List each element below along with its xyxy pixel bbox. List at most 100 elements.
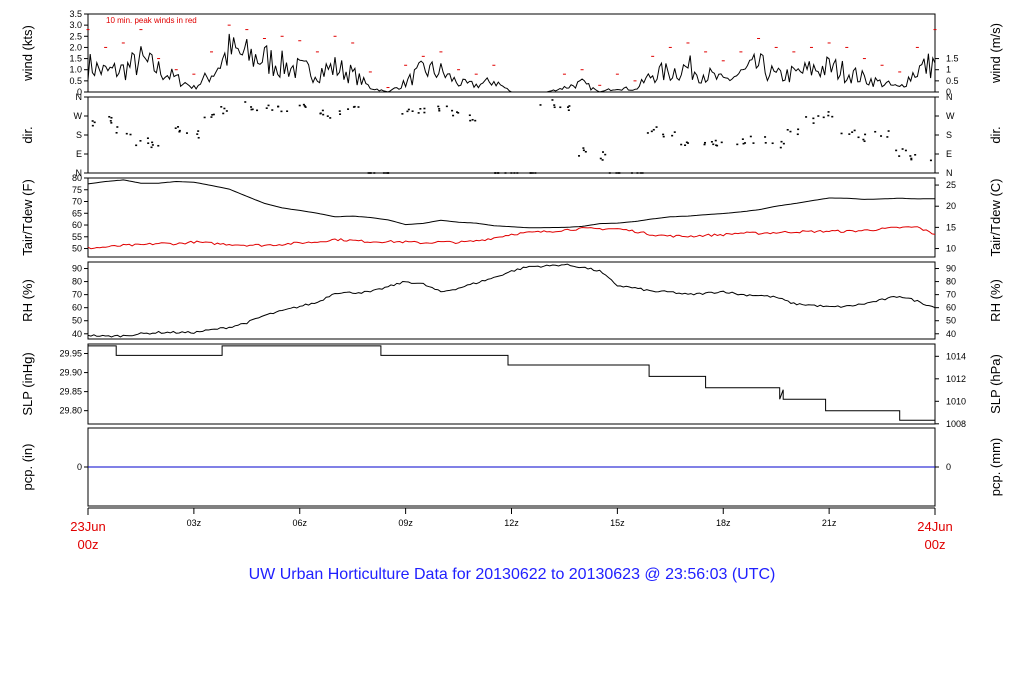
dir-point [211,114,214,116]
right-tick-label-slp: 1008 [946,419,966,429]
dir-point [736,143,739,146]
dir-point [304,106,307,108]
dir-point [251,108,254,111]
dir-point [805,116,808,118]
dir-point [185,132,188,134]
right-tick-label-rh: 80 [946,277,956,287]
dir-point [782,142,785,145]
dir-point [210,116,213,118]
ylabel-right-slp: SLP (hPa) [988,354,1003,414]
dir-point [256,109,259,112]
dir-point [115,131,118,134]
dir-point [650,130,653,133]
dir-point [280,110,283,113]
left-tick-label-wind: 1.5 [69,54,82,64]
dir-point [417,112,420,114]
ylabel-left-wind: wind (kts) [20,25,35,82]
dir-point [150,146,153,149]
left-tick-label-rh: 70 [72,290,82,300]
dir-point [438,109,441,112]
x-start-time: 00z [78,537,99,552]
dir-point [110,122,113,124]
dir-point [471,118,474,121]
dir-point [319,112,322,115]
ylabel-right-wind: wind (m/s) [988,23,1003,84]
dir-point [584,150,587,153]
dir-point [910,157,913,160]
dir-point [684,144,687,147]
dir-point [110,116,113,119]
dir-point [898,155,901,157]
dir-point [91,120,94,122]
right-tick-label-pcp: 0 [946,462,951,472]
dir-point [796,133,799,136]
left-tick-label-wind: 0.5 [69,76,82,86]
dir-point [655,126,658,128]
x-tick-label: 03z [187,518,202,528]
dir-point [452,114,455,117]
x-tick-label: 18z [716,518,731,528]
ylabel-right-pcp: pcp. (mm) [988,438,1003,497]
chart-title: UW Urban Horticulture Data for 20130622 … [248,566,776,583]
x-tick-label: 15z [610,518,625,528]
dir-point [437,105,440,108]
left-tick-label-rh: 50 [72,316,82,326]
left-tick-label-temp: 70 [72,197,82,207]
left-tick-label-slp: 29.95 [59,349,82,359]
right-tick-label-dir: N [946,92,953,102]
dir-point [601,159,604,161]
ylabel-right-temp: Tair/Tdew (C) [988,178,1003,256]
dir-point [271,109,274,111]
dir-point [222,112,225,115]
dir-point [373,172,376,174]
dir-point [423,111,426,114]
dir-point [516,172,519,174]
dir-point [286,110,289,113]
dir-point [553,104,556,106]
dir-point [567,109,570,112]
dir-point [827,111,830,113]
dir-point [817,115,820,117]
dir-point [367,172,370,174]
dir-point [494,172,497,174]
dir-point [108,115,111,118]
left-tick-label-wind: 1.0 [69,65,82,75]
dir-point [559,106,562,109]
dir-point [116,126,119,128]
left-tick-label-pcp: 0 [77,462,82,472]
dir-point [780,140,783,143]
dir-point [406,110,409,113]
left-tick-label-dir: S [76,130,82,140]
right-tick-label-dir: W [946,111,955,121]
dir-point [321,109,324,112]
dir-point [347,108,350,110]
right-tick-label-wind: 1.5 [946,54,959,64]
dir-point [338,110,341,112]
panel-frame-temp [87,177,936,258]
dir-point [146,137,149,140]
dir-point [303,105,306,107]
right-tick-label-rh: 70 [946,290,956,300]
dir-point [265,107,268,109]
dir-point [710,140,713,143]
left-tick-label-rh: 60 [72,303,82,313]
left-tick-label-temp: 80 [72,173,82,183]
left-tick-label-rh: 40 [72,329,82,339]
dir-point [385,172,388,174]
left-tick-label-dir: N [76,168,83,178]
dir-point [457,112,460,114]
dir-point [329,117,332,119]
dir-point [407,108,410,111]
x-tick-label: 21z [822,518,837,528]
dir-point [639,172,642,174]
dir-point [566,106,569,108]
slp-line [88,345,935,421]
ylabel-left-rh: RH (%) [20,279,35,322]
right-tick-label-dir: N [946,168,953,178]
dir-point [423,107,426,110]
dir-point [914,154,917,156]
dir-point [401,113,404,115]
left-tick-label-wind: 2.0 [69,42,82,52]
dir-point [147,142,150,145]
